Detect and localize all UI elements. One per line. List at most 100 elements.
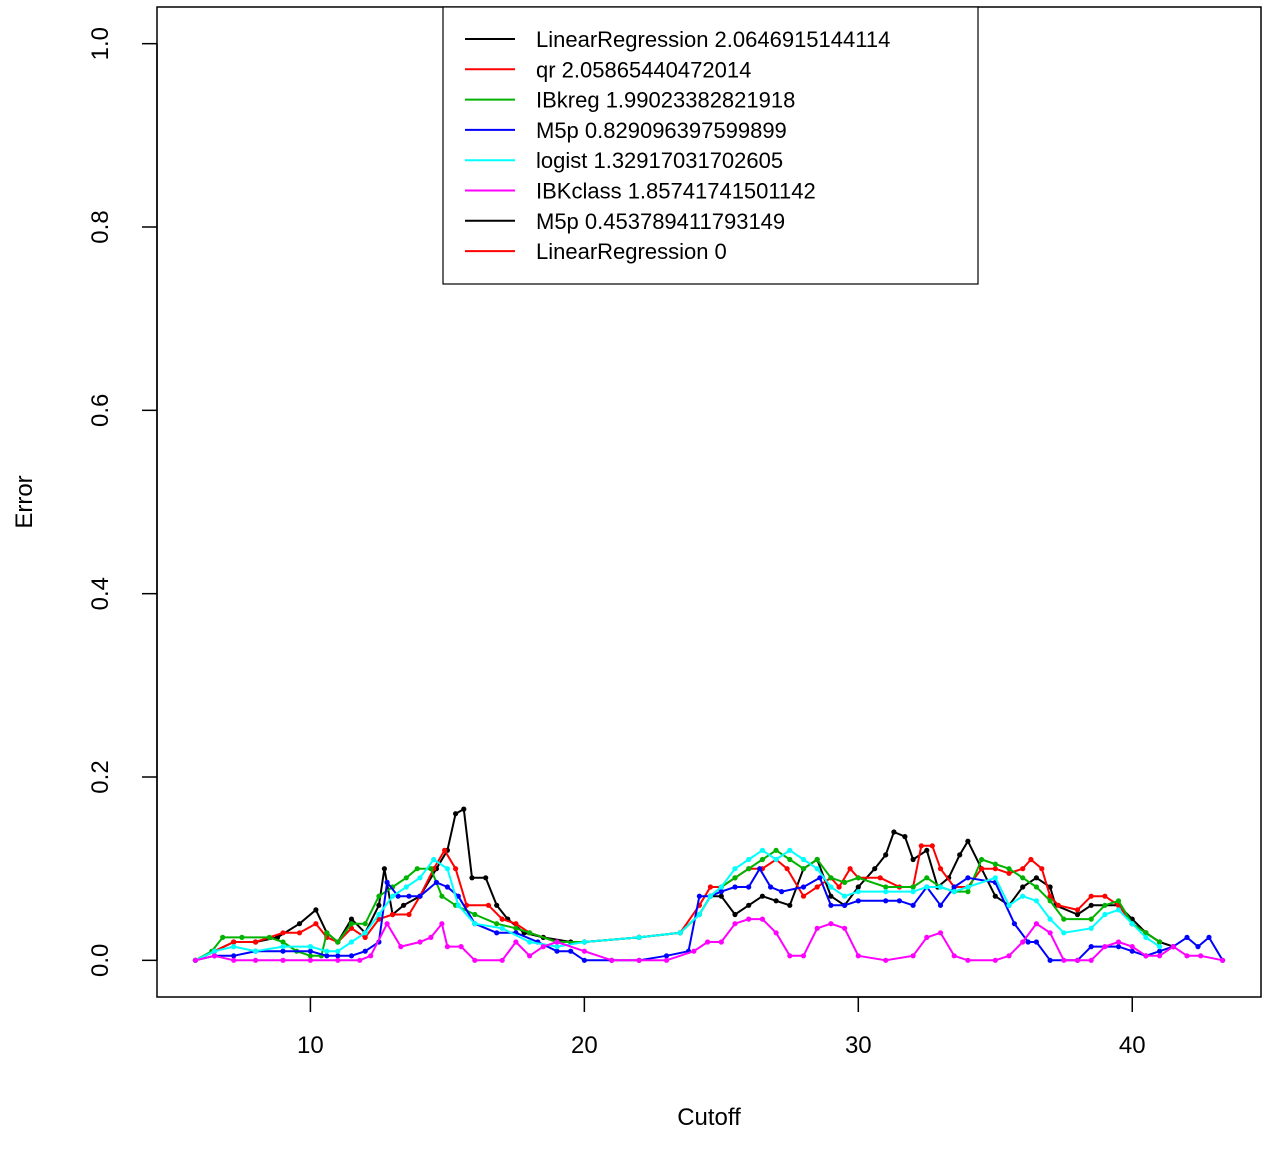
data-point: [540, 944, 546, 950]
data-point: [513, 921, 519, 927]
data-point: [746, 916, 752, 922]
data-point: [335, 953, 341, 959]
data-point: [1039, 866, 1045, 872]
data-point: [1143, 934, 1149, 941]
data-point: [376, 893, 382, 899]
data-point: [192, 957, 198, 963]
data-point: [1011, 921, 1018, 927]
legend-entry: LinearRegression 2.0646915144114: [465, 27, 890, 52]
data-point: [1088, 902, 1094, 908]
data-point: [253, 948, 259, 954]
data-point: [800, 884, 807, 890]
data-point: [1102, 911, 1108, 918]
data-point: [499, 916, 505, 922]
data-point: [779, 889, 785, 895]
data-point: [759, 856, 766, 863]
data-point: [1157, 939, 1163, 945]
data-point: [773, 930, 779, 936]
data-point: [499, 957, 505, 963]
data-point: [362, 934, 368, 941]
legend-label: logist 1.32917031702605: [536, 148, 783, 173]
data-point: [836, 884, 842, 890]
data-point: [280, 939, 286, 945]
legend-label: M5p 0.829096397599899: [536, 118, 787, 143]
data-point: [718, 939, 724, 945]
data-point: [324, 948, 330, 954]
data-point: [362, 930, 368, 936]
data-point: [828, 902, 834, 908]
data-point: [485, 902, 492, 908]
data-point: [1074, 911, 1081, 918]
data-point: [494, 930, 500, 936]
data-point: [773, 898, 779, 904]
data-point: [842, 893, 848, 899]
data-point: [390, 911, 396, 918]
data-point: [368, 953, 374, 959]
data-point: [1115, 907, 1122, 913]
data-point: [1184, 934, 1190, 941]
x-axis-label: Cutoff: [677, 1104, 741, 1131]
data-point: [965, 875, 971, 881]
data-point: [847, 866, 853, 872]
data-point: [992, 866, 998, 872]
data-point: [784, 866, 790, 872]
data-point: [707, 884, 714, 890]
data-point: [1047, 893, 1053, 899]
data-point: [1033, 939, 1039, 945]
data-point: [417, 939, 423, 945]
data-point: [280, 944, 286, 950]
data-point: [266, 934, 272, 941]
data-point: [855, 875, 861, 881]
series-line: [194, 849, 1161, 962]
data-point: [992, 957, 998, 963]
data-point: [1088, 925, 1094, 931]
series-4: [192, 866, 1226, 963]
data-point: [390, 893, 396, 899]
data-point: [439, 921, 445, 927]
data-point: [636, 957, 642, 963]
data-point: [253, 939, 259, 945]
legend-entry: IBkreg 1.99023382821918: [465, 88, 795, 113]
data-point: [814, 866, 820, 872]
data-point: [855, 953, 861, 959]
data-point: [842, 902, 848, 908]
data-point: [877, 875, 883, 881]
data-point: [707, 893, 714, 899]
data-point: [937, 930, 944, 936]
data-point: [828, 875, 834, 881]
data-point: [307, 948, 313, 954]
data-point: [444, 884, 450, 890]
data-point: [1006, 866, 1012, 872]
data-point: [335, 939, 341, 945]
series-2: [192, 843, 1163, 963]
data-point: [1129, 921, 1135, 927]
data-point: [787, 847, 793, 853]
data-point: [937, 884, 944, 890]
data-point: [458, 944, 464, 950]
data-point: [1006, 870, 1012, 876]
data-point: [855, 898, 861, 904]
data-point: [335, 957, 341, 963]
data-point: [1195, 944, 1201, 950]
data-point: [1006, 953, 1012, 959]
data-point: [1061, 916, 1067, 922]
data-point: [499, 925, 505, 931]
y-tick-label: 0.2: [87, 760, 114, 793]
data-point: [239, 934, 245, 941]
data-point: [609, 957, 615, 963]
data-point: [732, 866, 738, 872]
data-point: [581, 939, 588, 945]
data-point: [1061, 930, 1067, 936]
legend-label: IBKclass 1.85741741501142: [536, 179, 816, 204]
data-point: [1157, 944, 1163, 950]
data-point: [929, 843, 935, 849]
data-point: [376, 911, 382, 918]
data-point: [732, 921, 738, 927]
data-point: [979, 866, 985, 872]
series-5: [192, 847, 1163, 963]
data-point: [1020, 866, 1026, 872]
data-point: [910, 856, 916, 863]
data-point: [883, 957, 889, 963]
data-point: [211, 953, 218, 959]
